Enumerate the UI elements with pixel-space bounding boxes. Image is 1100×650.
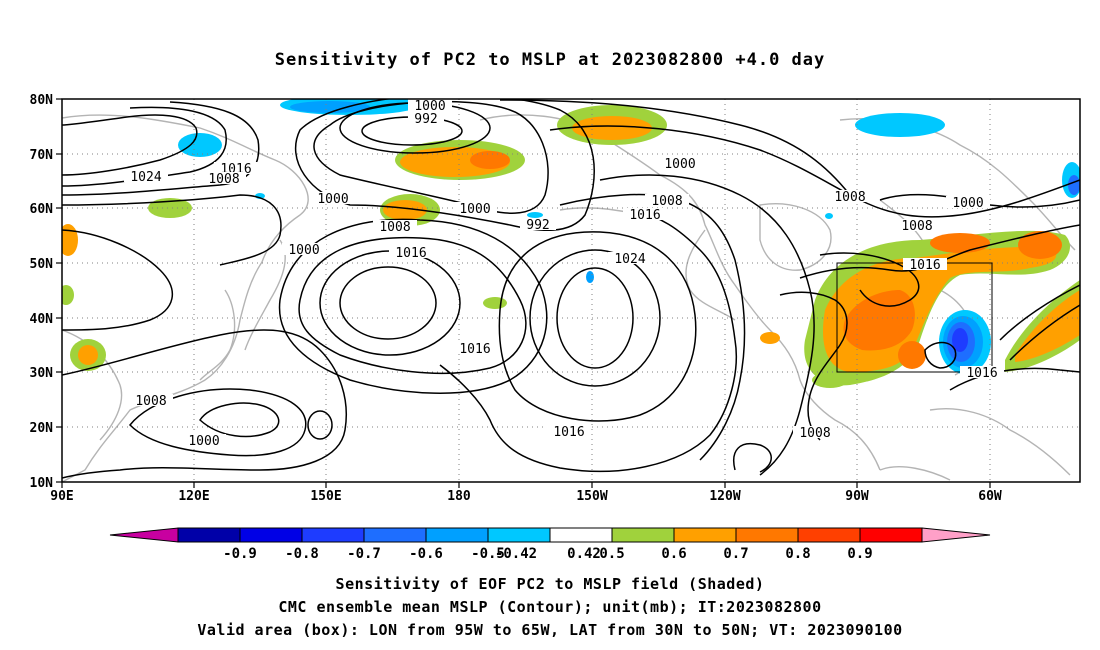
lon-label: 90E	[50, 489, 73, 504]
contour-label: 1000	[459, 202, 490, 217]
colorbar-label: -0.5	[471, 546, 505, 562]
colorbar-cell	[549, 527, 613, 543]
contour-label: 1000	[317, 192, 348, 207]
lat-label: 70N	[30, 148, 54, 163]
colorbar-label: 0.6	[661, 546, 686, 562]
colorbar-left-triangle	[109, 527, 179, 543]
lon-label: 180	[447, 489, 471, 504]
colorbar: -0.9 -0.8 -0.7 -0.6 -0.5-0.42 0.420.5 0.6 0.7 0.…	[109, 527, 991, 562]
contour-label: 1008	[651, 194, 682, 209]
colorbar-cell	[239, 527, 303, 543]
colorbar-label: 0.9	[847, 546, 872, 562]
lon-label: 150W	[576, 489, 607, 504]
contour-labels: 1000 992 1024 1016 1008 1000 1008 1000 9…	[124, 99, 1004, 449]
latitude-labels: 80N 70N 60N 50N 40N 30N 20N 10N	[30, 93, 54, 491]
colorbar-label: -0.6	[409, 546, 443, 562]
contour-label: 1000	[288, 243, 319, 258]
map-content	[62, 99, 1080, 482]
contour-label: 1008	[208, 172, 239, 187]
lat-label: 10N	[30, 476, 54, 491]
colorbar-label: -0.8	[285, 546, 319, 562]
colorbar-label: 0.8	[785, 546, 810, 562]
colorbar-cell	[797, 527, 861, 543]
colorbar-label: -0.9	[223, 546, 257, 562]
lon-label: 150E	[310, 489, 341, 504]
colorbar-cell	[673, 527, 737, 543]
lat-label: 20N	[30, 421, 54, 436]
contour-label: 1024	[614, 252, 645, 267]
lat-label: 40N	[30, 312, 54, 327]
contour-label: 1008	[834, 190, 865, 205]
contour-label: 992	[414, 112, 437, 127]
lat-label: 60N	[30, 202, 54, 217]
tick-marks	[56, 98, 991, 488]
lat-label: 30N	[30, 366, 54, 381]
colorbar-cell	[425, 527, 489, 543]
contour-label: 1016	[629, 208, 660, 223]
contour-label: 1008	[799, 426, 830, 441]
contour-label: 1000	[952, 196, 983, 211]
colorbar-cells	[177, 527, 923, 543]
caption-line-3: Valid area (box): LON from 95W to 65W, L…	[197, 621, 903, 639]
map-frame	[61, 98, 1081, 483]
contour-label: 1016	[553, 425, 584, 440]
contour-label: 1016	[909, 258, 940, 273]
caption-line-1: Sensitivity of EOF PC2 to MSLP field (Sh…	[335, 575, 765, 593]
contour-label: 1016	[395, 246, 426, 261]
colorbar-label: -0.42	[495, 546, 537, 562]
longitude-labels: 90E 120E 150E 180 150W 120W 90W 60W	[50, 489, 1002, 504]
contour-label: 1000	[414, 99, 445, 114]
colorbar-labels: -0.9 -0.8 -0.7 -0.6 -0.5-0.42 0.420.5 0.6 0.7 0.…	[223, 546, 873, 562]
contour-label: 1024	[130, 170, 161, 185]
lon-label: 60W	[978, 489, 1002, 504]
colorbar-label: 0.5	[599, 546, 624, 562]
contour-label: 1000	[664, 157, 695, 172]
map-title: Sensitivity of PC2 to MSLP at 2023082800…	[274, 50, 826, 70]
colorbar-right-triangle	[921, 527, 991, 543]
contour-label: 992	[526, 218, 549, 233]
contour-label: 1008	[135, 394, 166, 409]
lon-label: 120W	[709, 489, 740, 504]
contour-label: 1008	[379, 220, 410, 235]
lon-label: 120E	[178, 489, 209, 504]
contour-label: 1016	[459, 342, 490, 357]
lat-label: 50N	[30, 257, 54, 272]
colorbar-cell	[177, 527, 241, 543]
contour-label: 1000	[188, 434, 219, 449]
sensitivity-shading	[62, 99, 1080, 388]
colorbar-cell	[611, 527, 675, 543]
lon-label: 90W	[845, 489, 869, 504]
colorbar-cell	[301, 527, 365, 543]
colorbar-label: -0.7	[347, 546, 381, 562]
caption-line-2: CMC ensemble mean MSLP (Contour); unit(m…	[278, 598, 822, 616]
colorbar-label: 0.42	[567, 546, 601, 562]
contour-label: 1016	[966, 366, 997, 381]
colorbar-cell	[363, 527, 427, 543]
colorbar-cell	[487, 527, 551, 543]
colorbar-cell	[735, 527, 799, 543]
colorbar-cell	[859, 527, 923, 543]
lat-label: 80N	[30, 93, 54, 108]
contour-label: 1008	[901, 219, 932, 234]
colorbar-label: 0.7	[723, 546, 748, 562]
